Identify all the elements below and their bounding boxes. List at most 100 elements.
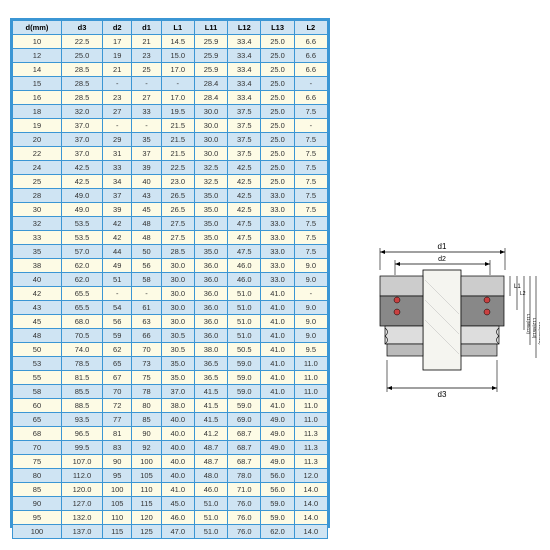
cell: 39 [132,161,161,175]
table-row: 4062.0515830.036.046.033.09.0 [13,273,328,287]
cell: 37 [103,189,132,203]
cell: 11.3 [294,455,327,469]
cell: 120 [132,511,161,525]
cell: 37.0 [61,133,102,147]
cell: 33.4 [228,35,261,49]
cell: 46.0 [161,511,194,525]
cell: 18 [13,105,62,119]
cell: 36.5 [194,371,227,385]
cell: 105 [132,469,161,483]
cell: 30.0 [194,147,227,161]
cell: 14 [13,63,62,77]
cell: 105 [103,497,132,511]
cell: 19 [103,49,132,63]
cell: 9.0 [294,259,327,273]
cell: 59.0 [228,357,261,371]
cell: 95 [13,511,62,525]
cell: 23 [132,49,161,63]
cell: - [132,119,161,133]
cell: 90 [132,427,161,441]
cell: 17 [103,35,132,49]
cell: 33.0 [261,259,294,273]
cell: 12.0 [294,469,327,483]
cell: 47.5 [228,217,261,231]
table-row: 3557.0445028.535.047.533.07.5 [13,245,328,259]
table-row: 85120.010011041.046.071.056.014.0 [13,483,328,497]
cell: - [132,287,161,301]
cell: 30.0 [194,105,227,119]
cell: 27.5 [161,217,194,231]
cell: 42.5 [61,175,102,189]
cell: 51.0 [228,315,261,329]
table-row: 7099.5839240.048.768.749.011.3 [13,441,328,455]
cell: - [294,287,327,301]
cell: 21 [103,63,132,77]
cell: 33.4 [228,77,261,91]
col-header: L11 [194,21,227,35]
cell: 120.0 [61,483,102,497]
cell: 41.2 [194,427,227,441]
cell: 38.0 [194,343,227,357]
cell: 60 [13,399,62,413]
cell: 35 [13,245,62,259]
cell: 68.7 [228,441,261,455]
cell: 115 [132,497,161,511]
cell: 41.0 [261,399,294,413]
cell: 62.0 [61,273,102,287]
cell: 51.0 [228,329,261,343]
cell: 75 [132,371,161,385]
cell: - [103,77,132,91]
cell: 35.0 [194,203,227,217]
cell: 41.0 [261,371,294,385]
cell: 6.6 [294,49,327,63]
cell: 43 [13,301,62,315]
cell: 22.5 [61,35,102,49]
table-row: 5074.0627030.538.050.541.09.5 [13,343,328,357]
cell: 49.0 [261,441,294,455]
cell: 7.5 [294,231,327,245]
cell: 47.5 [228,231,261,245]
cell: - [103,287,132,301]
label-L1: L1 [514,284,521,290]
cell: 30.0 [194,119,227,133]
cell: 80 [132,399,161,413]
cell: 6.6 [294,35,327,49]
col-header: d2 [103,21,132,35]
cell: 28.4 [194,91,227,105]
cell: 21.5 [161,119,194,133]
cell: 23.0 [161,175,194,189]
cell: 41.0 [161,483,194,497]
cell: 92 [132,441,161,455]
cell: 25.0 [61,49,102,63]
dimension-table-container: d(mm)d3d2d1L1L11L12L13L2 1022.5172114.52… [10,18,330,528]
cell: 33 [103,161,132,175]
cell: 59 [103,329,132,343]
table-row: 6088.5728038.041.559.041.011.0 [13,399,328,413]
cell: 9.0 [294,329,327,343]
cell: 33.0 [261,217,294,231]
seal-cross-section-diagram: d1 d2 d3 [345,240,540,400]
cell: 33.4 [228,49,261,63]
cell: 110 [132,483,161,497]
cell: 25 [132,63,161,77]
table-row: 1225.0192315.025.933.425.06.6 [13,49,328,63]
cell: 23 [103,91,132,105]
cell: 21.5 [161,147,194,161]
cell: 68.7 [228,455,261,469]
cell: 11.0 [294,385,327,399]
table-row: 1022.5172114.525.933.425.06.6 [13,35,328,49]
cell: 9.5 [294,343,327,357]
cell: 125 [132,525,161,539]
cell: 39 [103,203,132,217]
cell: 33.0 [261,189,294,203]
cell: 25.0 [261,35,294,49]
table-row: 6593.5778540.041.569.049.011.0 [13,413,328,427]
cell: 70 [13,441,62,455]
cell: 62 [103,343,132,357]
cell: 48.7 [194,441,227,455]
cell: 59.0 [228,385,261,399]
cell: 42.5 [228,161,261,175]
cell: 76.0 [228,525,261,539]
cell: 65 [103,357,132,371]
cell: 21.5 [161,133,194,147]
